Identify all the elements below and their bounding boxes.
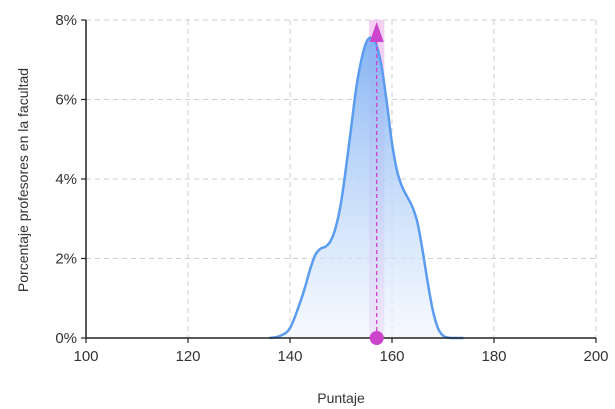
y-tick-label: 8% [55,12,77,29]
x-tick-label: 100 [73,348,98,365]
x-tick-label: 200 [583,348,608,365]
marker-arrow-head [369,21,384,42]
marker-dot [369,331,384,345]
y-tick-label: 4% [55,171,77,188]
y-tick-label: 6% [55,92,77,109]
x-tick-label: 180 [481,348,506,365]
x-axis-label: Puntaje [317,390,365,406]
x-tick-label: 120 [175,348,200,365]
x-tick-label: 140 [277,348,302,365]
axes [81,19,597,343]
y-tick-label: 2% [55,251,77,268]
y-tick-label: 0% [55,330,77,347]
x-tick-label: 160 [379,348,404,365]
density-area-fill [269,37,464,339]
y-axis-label: Porcentaje profesores en la facultad [15,68,31,292]
tick-labels: 100 120 140 160 180 200 0% 2% 4% 6% 8% [55,12,608,365]
score-marker [369,21,384,345]
density-area [269,36,464,340]
